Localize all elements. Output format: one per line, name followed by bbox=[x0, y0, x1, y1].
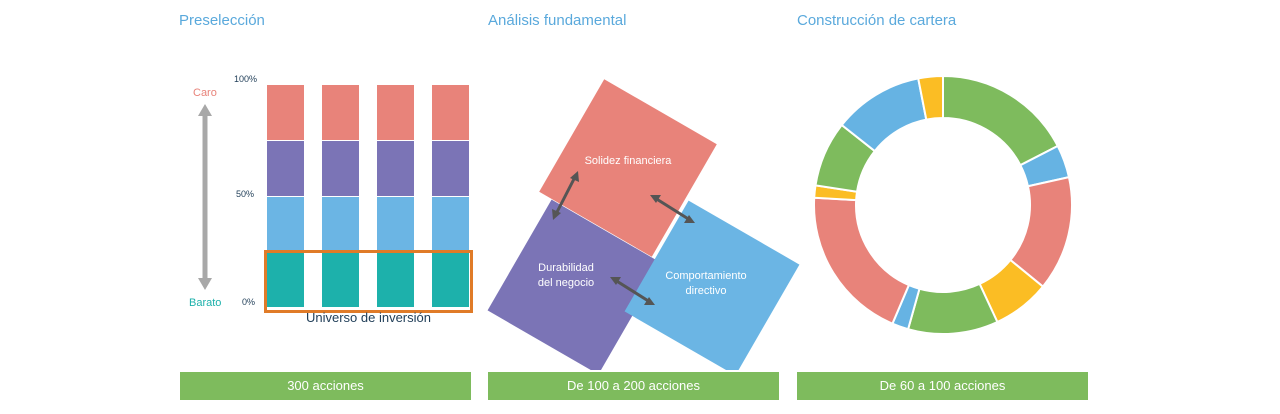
analisis-diagram: Solidez financiera Durabilidad del negoc… bbox=[487, 79, 800, 370]
double-arrow-icons bbox=[552, 171, 695, 305]
universe-label: Universo de inversión bbox=[305, 310, 431, 325]
caro-label: Caro bbox=[193, 87, 217, 99]
bar-segment bbox=[377, 253, 414, 307]
donut-slice bbox=[942, 74, 1060, 167]
bar-segment bbox=[267, 253, 304, 307]
comportamiento-label-line1: Comportamiento bbox=[665, 270, 746, 282]
universe-highlight-box bbox=[264, 250, 473, 313]
footer-cartera: De 60 a 100 acciones bbox=[797, 372, 1088, 400]
cartera-donut-chart bbox=[813, 74, 1073, 335]
durabilidad-label-line1: Durabilidad bbox=[538, 262, 594, 274]
donut-slice bbox=[813, 196, 911, 325]
bar-segment bbox=[377, 85, 414, 140]
tick-50: 50% bbox=[236, 189, 255, 199]
bar-segment bbox=[267, 197, 304, 252]
donut-slice bbox=[917, 74, 944, 121]
donut-slice bbox=[906, 282, 999, 335]
bar-segment bbox=[432, 85, 469, 140]
bar-segment bbox=[377, 197, 414, 252]
solidez-box bbox=[539, 79, 717, 257]
bar-segment bbox=[322, 85, 359, 140]
bar-segment bbox=[377, 141, 414, 196]
bar-segment bbox=[432, 253, 469, 307]
barato-label: Barato bbox=[189, 297, 222, 309]
footer-analisis: De 100 a 200 acciones bbox=[488, 372, 779, 400]
bar-segment bbox=[267, 85, 304, 140]
tick-100: 100% bbox=[234, 74, 258, 84]
bar-segment bbox=[432, 141, 469, 196]
durabilidad-box bbox=[487, 199, 663, 370]
panel-title-preseleccion: Preselección bbox=[179, 12, 265, 29]
double-arrow-icon bbox=[614, 278, 651, 304]
double-arrow-icon bbox=[654, 196, 691, 222]
panel-title-analisis: Análisis fundamental bbox=[488, 12, 627, 29]
panel-title-cartera: Construcción de cartera bbox=[797, 12, 957, 29]
price-axis-arrow-icon bbox=[198, 104, 212, 290]
durabilidad-label-line2: del negocio bbox=[538, 277, 594, 289]
tick-0: 0% bbox=[242, 297, 256, 307]
bar-segment bbox=[432, 197, 469, 252]
bar-segment bbox=[322, 141, 359, 196]
footer-preseleccion: 300 acciones bbox=[180, 372, 471, 400]
solidez-label: Solidez financiera bbox=[585, 155, 673, 167]
double-arrow-icon bbox=[554, 176, 577, 215]
comportamiento-label-line2: directivo bbox=[686, 285, 727, 297]
bar-segment bbox=[267, 141, 304, 196]
comportamiento-box bbox=[624, 200, 800, 370]
bar-segment bbox=[322, 197, 359, 252]
bar-segment bbox=[322, 253, 359, 307]
